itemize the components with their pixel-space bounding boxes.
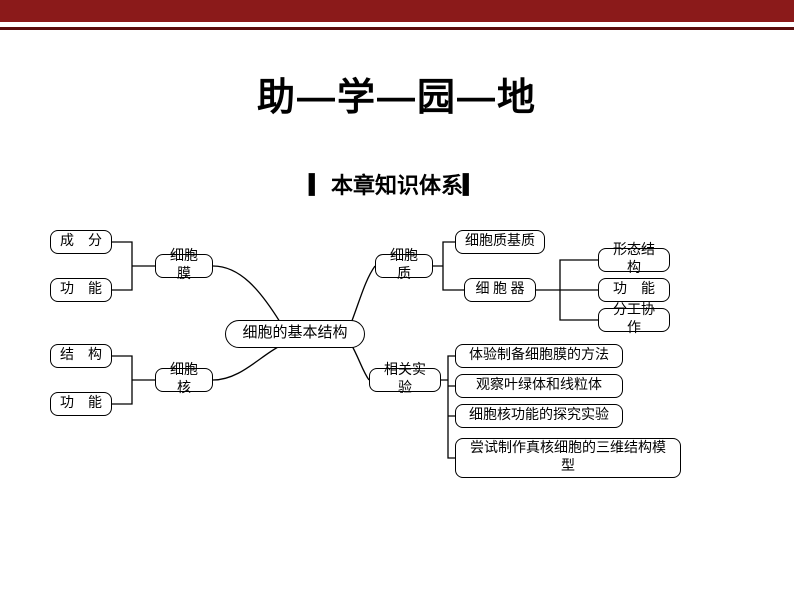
concept-map: 细胞的基本结构成 分功 能细胞膜结 构功 能细胞核细胞质细胞质基质细 胞 器形态… — [40, 230, 760, 570]
header-bar — [0, 0, 794, 32]
center-node: 细胞的基本结构 — [225, 320, 365, 348]
header-fill — [0, 0, 794, 22]
node-xingtai: 形态结构 — [598, 248, 670, 272]
node-xibaoqi: 细 胞 器 — [464, 278, 536, 302]
node-xiangguan: 相关实验 — [369, 368, 441, 392]
node-xibaohe-gn: 细胞核功能的探究实验 — [455, 404, 623, 428]
subtitle-suffix: ▎ — [463, 173, 485, 198]
node-fengong: 分工协作 — [598, 308, 670, 332]
node-gongneng2: 功 能 — [50, 392, 112, 416]
node-xibao-mo: 细胞膜 — [155, 254, 213, 278]
node-xibaozhi: 细胞质 — [375, 254, 433, 278]
node-tiyan: 体验制备细胞膜的方法 — [455, 344, 623, 368]
subtitle-text: 本章知识体系 — [331, 173, 463, 198]
node-gongneng3: 功 能 — [598, 278, 670, 302]
node-guancha: 观察叶绿体和线粒体 — [455, 374, 623, 398]
node-jiegou: 结 构 — [50, 344, 112, 368]
subtitle-prefix: ▎ — [309, 173, 331, 198]
page-title: 助—学—园—地 — [0, 66, 794, 121]
header-line — [0, 27, 794, 30]
node-chengfen: 成 分 — [50, 230, 112, 254]
node-xibaozhi-jizhi: 细胞质基质 — [455, 230, 545, 254]
subtitle: ▎本章知识体系▎ — [0, 168, 794, 200]
node-gongneng1: 功 能 — [50, 278, 112, 302]
node-xibao-he: 细胞核 — [155, 368, 213, 392]
node-changshi: 尝试制作真核细胞的三维结构模型 — [455, 438, 681, 478]
